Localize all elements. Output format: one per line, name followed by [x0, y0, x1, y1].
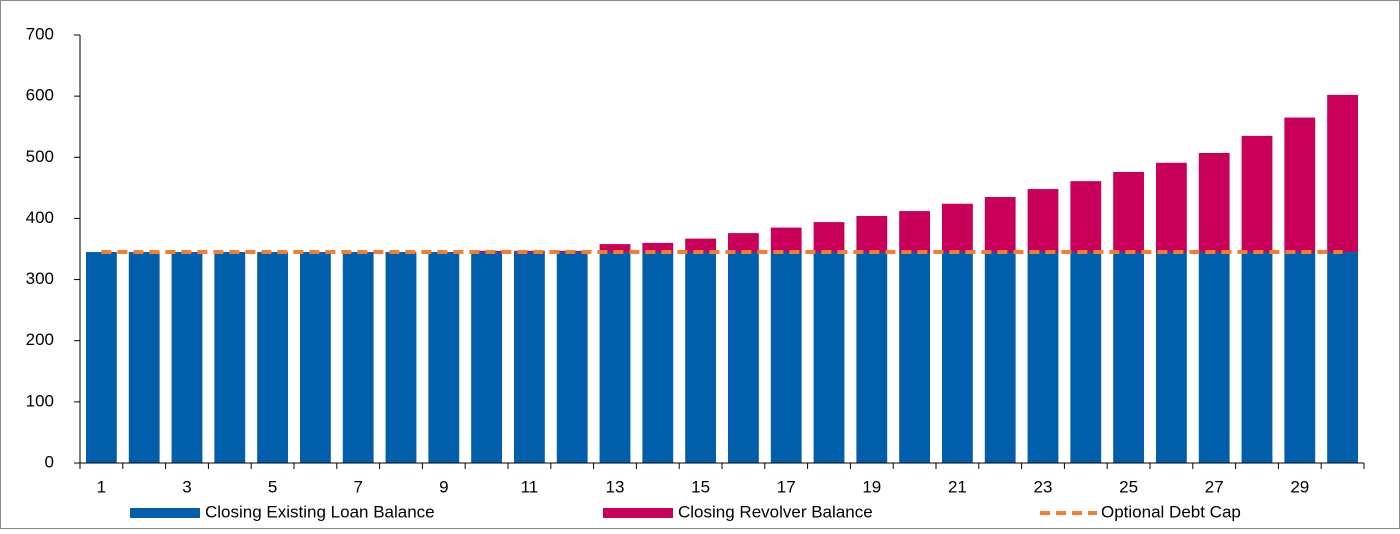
bar — [1155, 162, 1187, 253]
x-tick-label: 29 — [1290, 477, 1309, 496]
bar — [428, 252, 460, 463]
legend-label: Closing Existing Loan Balance — [205, 502, 435, 521]
bar — [1241, 135, 1273, 253]
bar — [856, 215, 888, 253]
bar — [556, 252, 588, 463]
bar — [984, 197, 1016, 253]
bar — [813, 252, 845, 463]
bar — [342, 252, 374, 463]
bar — [599, 252, 631, 463]
bar — [685, 238, 717, 253]
x-tick-label: 23 — [1034, 477, 1053, 496]
bar — [1070, 181, 1102, 253]
y-tick-label: 600 — [26, 86, 54, 105]
x-tick-label: 7 — [353, 477, 362, 496]
x-tick-label: 17 — [777, 477, 796, 496]
x-tick-label: 25 — [1119, 477, 1138, 496]
bar — [128, 252, 160, 463]
legend-swatch — [130, 508, 200, 518]
bar — [1155, 252, 1187, 463]
bar — [984, 252, 1016, 463]
bar — [1113, 252, 1145, 463]
bar — [727, 252, 759, 463]
bar — [899, 211, 931, 253]
bar — [856, 252, 888, 463]
bar — [899, 252, 931, 463]
y-tick-label: 400 — [26, 208, 54, 227]
legend-label: Optional Debt Cap — [1101, 502, 1241, 521]
bar — [257, 252, 289, 463]
x-tick-label: 19 — [862, 477, 881, 496]
bar — [1198, 153, 1230, 253]
bar — [1198, 252, 1230, 463]
bar — [642, 242, 674, 253]
bar — [85, 252, 117, 463]
bar — [1284, 252, 1316, 463]
bar — [727, 233, 759, 253]
x-tick-label: 27 — [1205, 477, 1224, 496]
legend-label: Closing Revolver Balance — [678, 502, 873, 521]
bar — [1241, 252, 1273, 463]
bar — [770, 227, 802, 253]
x-tick-label: 13 — [606, 477, 625, 496]
bar — [171, 252, 203, 463]
x-tick-label: 21 — [948, 477, 967, 496]
bar — [385, 252, 417, 463]
y-tick-label: 300 — [26, 269, 54, 288]
y-tick-label: 700 — [26, 24, 54, 43]
x-tick-label: 11 — [521, 477, 539, 496]
bar — [1070, 252, 1102, 463]
bar — [471, 252, 503, 463]
x-tick-label: 3 — [182, 477, 191, 496]
bar — [513, 252, 545, 463]
bar — [1113, 171, 1145, 253]
x-tick-label: 1 — [97, 477, 106, 496]
legend-swatch — [603, 508, 673, 518]
bar — [770, 252, 802, 463]
x-tick-label: 5 — [268, 477, 277, 496]
bar — [941, 203, 973, 253]
bar — [642, 252, 674, 463]
x-tick-label: 15 — [691, 477, 710, 496]
bar — [1284, 117, 1316, 253]
bar — [599, 244, 631, 253]
bar — [214, 252, 246, 463]
bar — [1027, 252, 1059, 463]
bar — [299, 252, 331, 463]
bar — [513, 250, 545, 253]
bar — [813, 222, 845, 253]
bar — [1327, 94, 1359, 253]
bar — [941, 252, 973, 463]
y-tick-label: 0 — [45, 452, 54, 471]
y-tick-label: 200 — [26, 330, 54, 349]
bar — [685, 252, 717, 463]
y-tick-label: 500 — [26, 147, 54, 166]
bar — [1027, 189, 1059, 253]
bar — [1327, 252, 1359, 463]
x-tick-label: 9 — [439, 477, 448, 496]
y-tick-label: 100 — [26, 391, 54, 410]
